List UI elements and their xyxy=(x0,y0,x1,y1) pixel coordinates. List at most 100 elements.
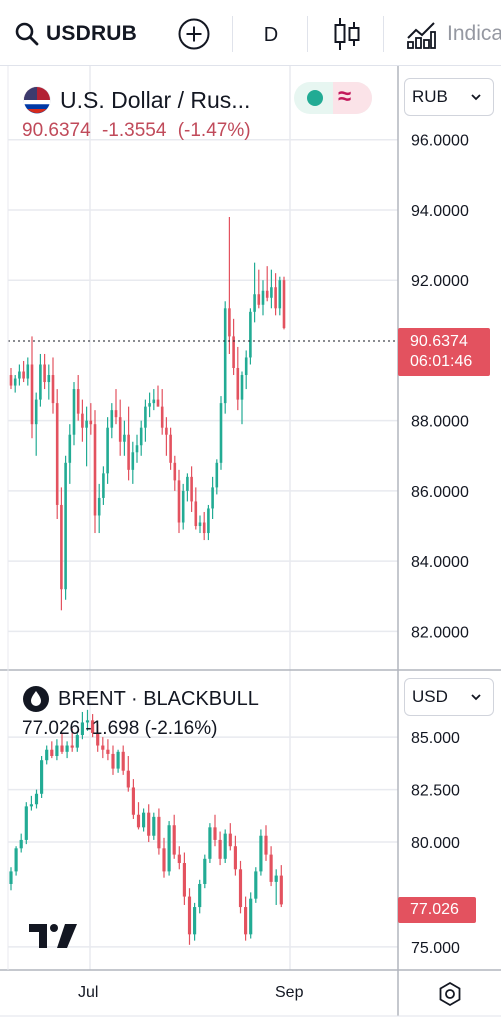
candle xyxy=(249,308,252,365)
indicators-label: Indica xyxy=(447,22,501,45)
candle xyxy=(65,741,69,759)
candle xyxy=(80,711,84,740)
price-axis-label: 84.0000 xyxy=(411,554,469,571)
candle xyxy=(198,515,202,534)
main-series-values: 90.6374 -1.3554 (-1.47%) xyxy=(22,120,257,142)
candle xyxy=(9,368,13,390)
candle xyxy=(110,403,114,439)
candle xyxy=(34,392,38,456)
main-currency-value: RUB xyxy=(412,87,448,106)
candle xyxy=(215,459,219,495)
symbol-name: USDRUB xyxy=(46,22,138,45)
candle xyxy=(228,823,232,851)
candle xyxy=(135,434,139,463)
price-axis-label: 82.0000 xyxy=(411,624,469,641)
candle xyxy=(187,888,192,945)
candle xyxy=(236,346,240,411)
candle xyxy=(279,865,283,908)
add-compare-symbol-button[interactable] xyxy=(177,17,211,51)
time-tick-label: Sep xyxy=(275,984,304,1001)
candle xyxy=(106,739,110,761)
main-change-percent: (-1.47%) xyxy=(177,120,251,141)
candle xyxy=(72,382,76,446)
price-axis-label: 92.0000 xyxy=(411,273,469,290)
candle xyxy=(202,511,206,541)
candle xyxy=(152,389,156,411)
candle xyxy=(45,745,49,765)
market-status-pill[interactable]: ≈ xyxy=(294,82,372,114)
chart-canvas[interactable]: 96.0000 94.0000 92.0000 88.0000 86.0000 84.00… xyxy=(0,66,501,1024)
candle xyxy=(75,730,79,752)
candle xyxy=(259,829,263,876)
candle xyxy=(30,336,34,439)
candle xyxy=(177,469,181,534)
sub-pane-grid xyxy=(8,736,398,948)
candle xyxy=(265,266,269,302)
oil-drop-icon xyxy=(23,686,49,712)
candle xyxy=(147,804,151,843)
candle xyxy=(93,410,97,534)
time-grid xyxy=(89,66,291,970)
candle xyxy=(270,269,273,309)
candle xyxy=(165,417,168,456)
candle xyxy=(118,399,122,456)
toolbar-divider xyxy=(383,16,384,52)
candle xyxy=(19,833,23,853)
symbol-search-button[interactable]: USDRUB xyxy=(14,14,137,54)
indicators-button[interactable]: Indica xyxy=(405,16,501,52)
candle xyxy=(70,728,74,752)
candle xyxy=(96,724,100,752)
main-last-price-tag: 90.6374 06:01:46 xyxy=(398,328,490,376)
candle xyxy=(9,867,13,891)
sub-last-price-tag: 77.026 xyxy=(398,897,476,923)
candle xyxy=(64,455,67,600)
candle xyxy=(26,357,30,386)
candle xyxy=(111,745,115,775)
candle xyxy=(97,483,101,534)
candle xyxy=(142,808,146,832)
delayed-data-icon: ≈ xyxy=(338,83,352,110)
sub-last-price: 77.026 xyxy=(22,718,81,739)
main-price-axis[interactable]: 96.0000 94.0000 92.0000 88.0000 86.0000 84.00… xyxy=(411,133,469,642)
sub-series-legend[interactable]: BRENT · BLACKBULL 77.026 -1.698 (-2.16%) xyxy=(22,684,259,740)
candle xyxy=(18,364,21,386)
sub-price-axis[interactable]: 85.000 82.500 80.000 75.000 xyxy=(411,730,460,957)
interval-button[interactable]: D xyxy=(263,24,279,46)
price-axis-label: 85.000 xyxy=(411,730,460,747)
candle xyxy=(131,779,135,819)
candle xyxy=(162,837,166,878)
candlestick-chart-type-icon[interactable] xyxy=(330,16,364,52)
candle xyxy=(208,823,212,864)
candle xyxy=(213,814,217,847)
candle xyxy=(169,427,172,470)
candle xyxy=(139,420,143,456)
candle xyxy=(85,406,88,467)
candle xyxy=(228,217,231,354)
price-axis-label: 96.0000 xyxy=(411,133,469,150)
main-last-price: 90.6374 xyxy=(22,120,91,141)
toolbar-divider xyxy=(232,16,233,52)
chart-settings-icon[interactable] xyxy=(436,980,464,1008)
candle xyxy=(81,399,84,442)
main-change: -1.3554 xyxy=(101,120,167,141)
time-axis[interactable]: Jul Sep xyxy=(0,970,398,1016)
candle xyxy=(253,262,256,323)
main-currency-select[interactable]: RUB xyxy=(404,78,494,116)
candle xyxy=(85,709,90,731)
candle xyxy=(121,745,125,775)
tradingview-logo[interactable] xyxy=(27,920,79,952)
sub-currency-select[interactable]: USD xyxy=(404,678,494,716)
candle xyxy=(116,749,120,773)
candle xyxy=(218,831,222,866)
candle xyxy=(274,869,278,905)
candle xyxy=(232,318,235,376)
price-axis-label: 80.000 xyxy=(411,835,460,852)
candle xyxy=(223,301,227,414)
candle xyxy=(211,476,214,519)
main-series-legend[interactable]: U.S. Dollar / Rus... 90.6374 -1.3554 (-1… xyxy=(22,82,257,142)
candle xyxy=(60,732,64,754)
sub-currency-value: USD xyxy=(412,687,448,706)
candle xyxy=(223,829,227,864)
candle xyxy=(39,353,42,407)
sub-series-values: 77.026 -1.698 (-2.16%) xyxy=(22,718,259,740)
